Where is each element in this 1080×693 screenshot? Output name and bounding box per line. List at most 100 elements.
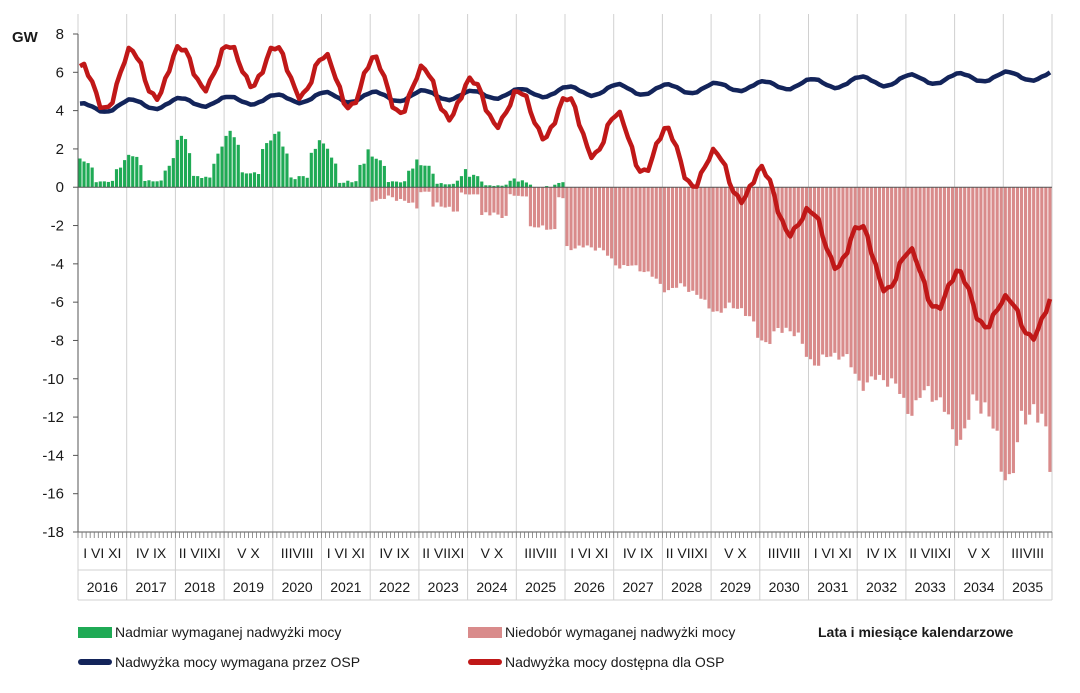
- legend-swatch-required: [78, 659, 112, 665]
- bar-deficit: [593, 187, 597, 251]
- bar-surplus: [484, 185, 488, 188]
- bar-deficit: [407, 187, 411, 203]
- bar-surplus: [293, 179, 297, 188]
- x-year-label: 2025: [525, 579, 556, 595]
- bar-surplus: [354, 181, 358, 188]
- bar-deficit: [411, 187, 415, 203]
- bar-surplus: [374, 158, 378, 188]
- bar-surplus: [285, 153, 289, 188]
- bar-surplus: [435, 183, 439, 188]
- bar-deficit: [581, 187, 585, 248]
- bar-deficit: [987, 187, 991, 417]
- bar-surplus: [370, 156, 374, 188]
- bar-surplus: [382, 165, 386, 188]
- bar-surplus: [472, 174, 476, 188]
- bar-deficit: [731, 187, 735, 309]
- bar-deficit: [614, 187, 618, 266]
- bar-surplus: [394, 181, 399, 188]
- y-tick-label: 8: [56, 26, 64, 43]
- bar-surplus: [179, 135, 184, 188]
- bar-deficit: [419, 187, 423, 193]
- bar-deficit: [1028, 187, 1032, 415]
- bar-deficit: [670, 187, 675, 288]
- bar-deficit: [561, 187, 565, 199]
- legend-deficit: Niedobór wymaganej nadwyżki mocy: [468, 624, 735, 640]
- x-month-labels: IV IX: [623, 545, 654, 561]
- bar-deficit: [873, 187, 877, 380]
- bar-deficit: [496, 187, 500, 215]
- bar-deficit: [857, 187, 861, 381]
- bar-deficit: [622, 187, 626, 266]
- bar-surplus: [86, 163, 90, 188]
- bar-deficit: [545, 187, 549, 230]
- y-tick-label: 0: [56, 179, 64, 196]
- x-month-labels: V X: [724, 545, 747, 561]
- bar-surplus: [496, 185, 500, 188]
- bar-deficit: [476, 187, 480, 195]
- bar-deficit: [557, 187, 561, 198]
- x-year-label: 2026: [574, 579, 605, 595]
- bar-surplus: [309, 152, 313, 188]
- bar-surplus: [415, 159, 419, 188]
- y-tick-label: 2: [56, 141, 64, 158]
- bar-deficit: [975, 187, 979, 401]
- bar-deficit: [934, 187, 938, 401]
- x-month-labels: I VI XI: [327, 545, 365, 561]
- bar-deficit: [508, 187, 512, 195]
- bar-deficit: [695, 187, 699, 295]
- bar-surplus: [94, 182, 98, 188]
- bar-deficit: [1023, 187, 1028, 425]
- x-month-labels: IIIVIII: [281, 545, 314, 561]
- bar-deficit: [569, 187, 573, 251]
- bar-deficit: [589, 187, 593, 248]
- x-month-labels: II VIIXI: [666, 545, 708, 561]
- x-month-labels: II VIIXI: [179, 545, 221, 561]
- bar-deficit: [821, 187, 825, 355]
- bar-deficit: [520, 187, 524, 197]
- bar-surplus: [305, 177, 309, 188]
- bar-surplus: [110, 180, 115, 188]
- x-month-labels: IV IX: [379, 545, 410, 561]
- bar-deficit: [601, 187, 606, 251]
- bar-surplus: [447, 184, 451, 188]
- legend-swatch-surplus: [78, 626, 112, 638]
- bar-surplus: [127, 154, 131, 188]
- bar-deficit: [386, 187, 390, 196]
- bar-deficit: [666, 187, 671, 291]
- bar-surplus: [151, 181, 155, 188]
- bar-deficit: [918, 187, 922, 398]
- bar-deficit: [679, 187, 683, 284]
- bar-deficit: [845, 187, 849, 355]
- bar-deficit: [837, 187, 841, 360]
- bar-surplus: [224, 135, 228, 188]
- bar-surplus: [500, 185, 504, 188]
- bar-surplus: [131, 156, 135, 188]
- bar-surplus: [342, 182, 346, 188]
- bar-surplus: [220, 146, 224, 188]
- x-year-label: 2028: [671, 579, 702, 595]
- bar-deficit: [955, 187, 959, 446]
- bar-surplus: [102, 181, 106, 188]
- bar-surplus: [403, 181, 407, 188]
- bar-surplus: [334, 163, 338, 188]
- bar-surplus: [313, 148, 317, 188]
- bar-surplus: [175, 139, 179, 188]
- bar-surplus: [419, 165, 423, 188]
- bar-deficit: [902, 187, 906, 398]
- y-axis: 8 6 4 2 0 -2 -4 -6 -8 -10 -12 -14 -16 -18: [42, 26, 1052, 541]
- bar-deficit: [536, 187, 541, 228]
- bar-surplus: [346, 180, 350, 188]
- bar-surplus: [277, 131, 281, 188]
- bar-deficit: [642, 187, 646, 273]
- bar-deficit: [541, 187, 545, 226]
- x-axis: I VI XI 2016 IV IX 2017 II VIIXI 2018 V X 2019 I…: [77, 531, 1053, 601]
- bar-deficit: [780, 187, 784, 333]
- legend-swatch-deficit: [468, 626, 502, 638]
- legend-label-deficit: Niedobór wymaganej nadwyżki mocy: [505, 624, 736, 640]
- bar-surplus: [468, 176, 472, 188]
- bar-deficit: [532, 187, 537, 228]
- bar-surplus: [528, 184, 533, 188]
- x-year-label: 2035: [1012, 579, 1043, 595]
- bar-deficit: [634, 187, 638, 266]
- bar-surplus: [236, 144, 240, 188]
